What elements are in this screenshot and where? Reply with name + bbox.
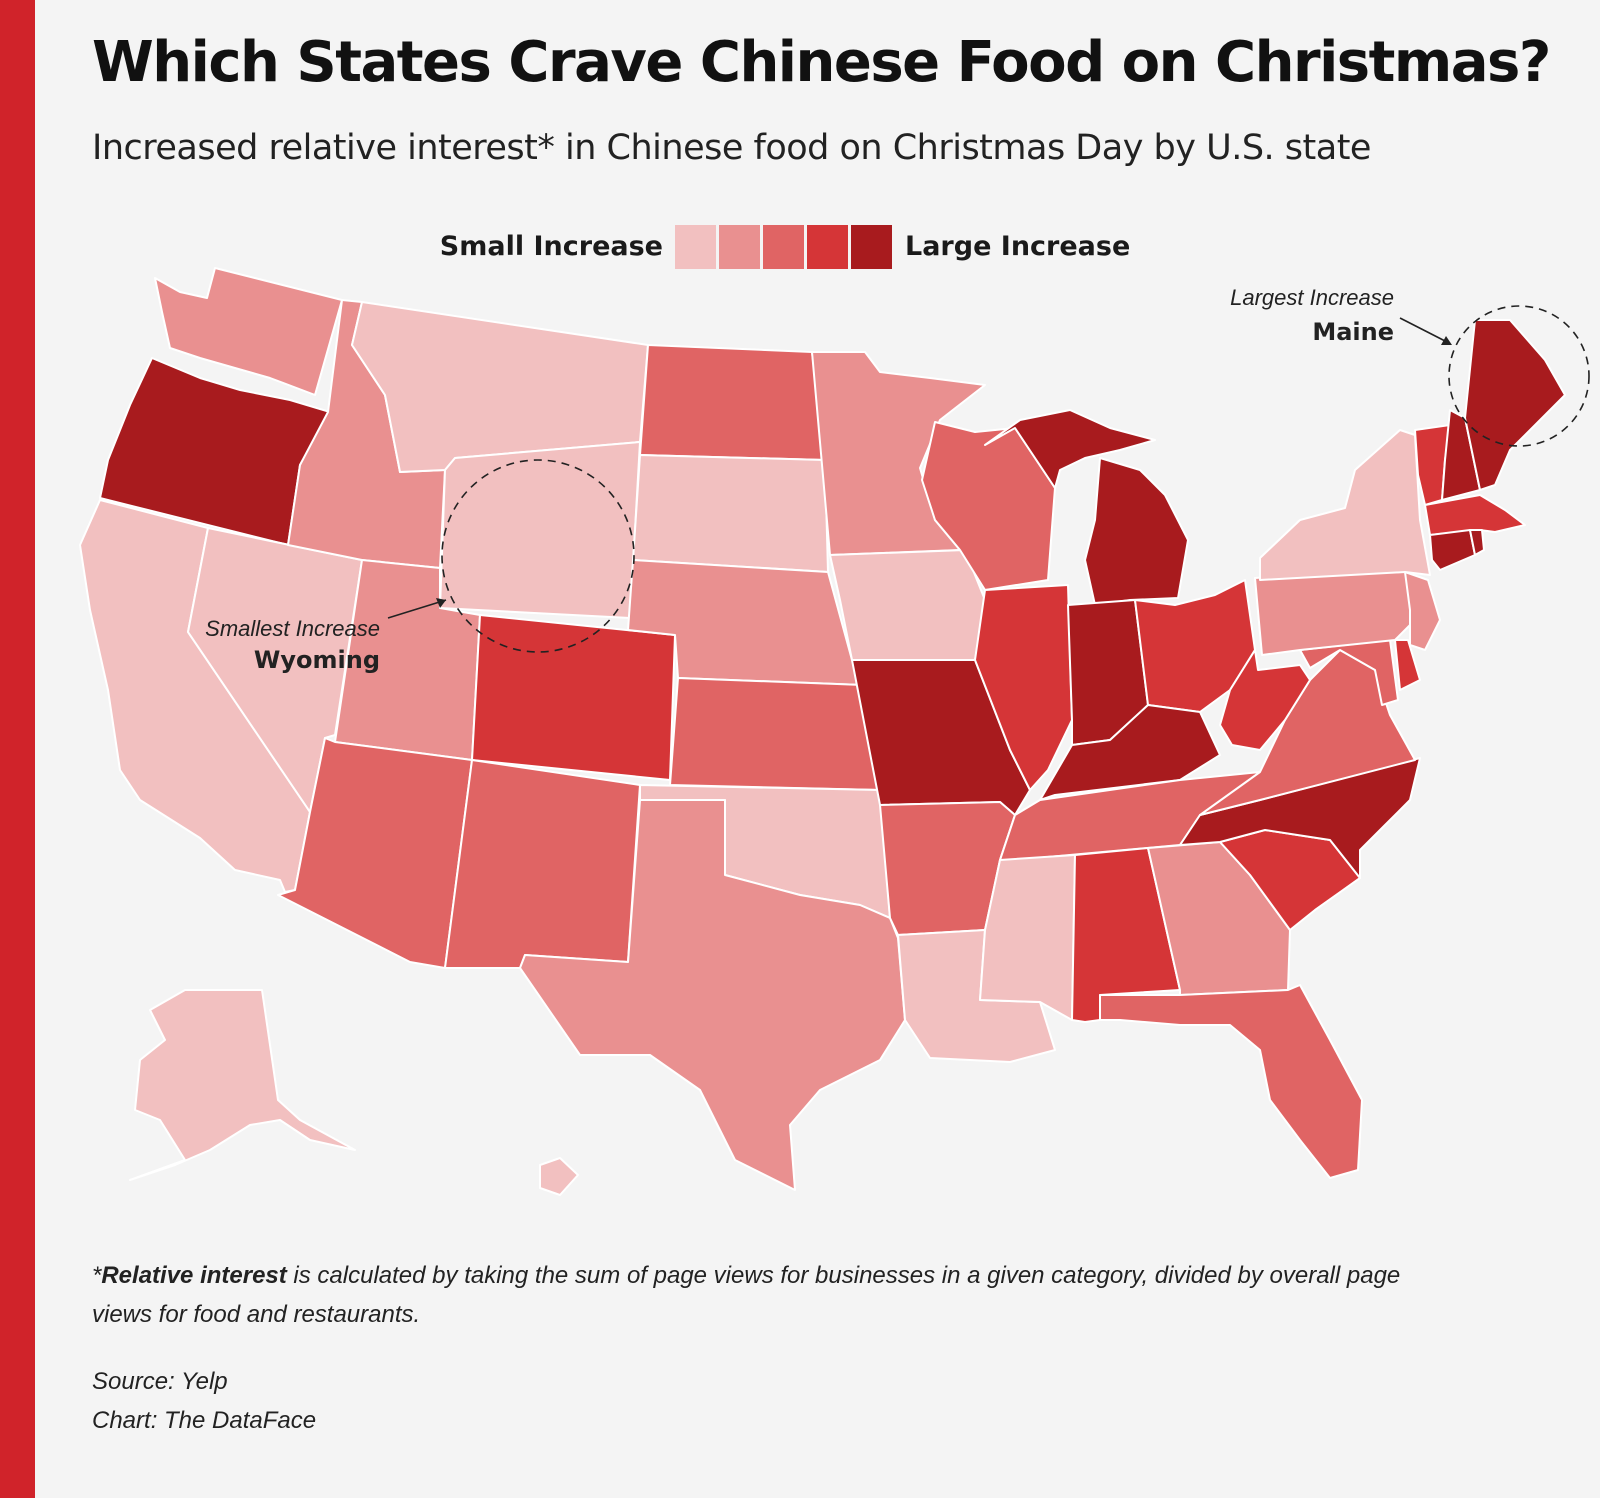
state-michigan-upper[interactable] (984, 409, 1156, 489)
state-florida[interactable] (1099, 984, 1363, 1179)
state-kansas[interactable] (669, 677, 881, 791)
state-washington[interactable] (154, 267, 343, 396)
state-wyoming[interactable] (439, 441, 641, 619)
state-alaska[interactable] (129, 989, 356, 1181)
largest-caption: Largest Increase (1230, 285, 1394, 310)
accent-bar (0, 0, 35, 1498)
largest-callout: Largest Increase Maine (1230, 285, 1590, 447)
footnote-asterisk: * (92, 1262, 102, 1289)
smallest-state: Wyoming (254, 646, 380, 674)
state-west-virginia[interactable] (1219, 649, 1311, 751)
state-north-dakota[interactable] (639, 344, 826, 461)
legend-high-label: Large Increase (905, 231, 1131, 262)
state-iowa[interactable] (829, 549, 986, 661)
color-legend: Small Increase Large Increase (0, 225, 1600, 275)
state-connecticut[interactable] (1429, 529, 1476, 571)
source-line: Source: Yelp (92, 1368, 228, 1395)
smallest-callout: Smallest Increase Wyoming (205, 459, 635, 674)
legend-swatch-5 (851, 225, 892, 269)
state-wisconsin[interactable] (921, 421, 1056, 591)
smallest-caption: Smallest Increase (205, 616, 380, 641)
page-title: Which States Crave Chinese Food on Chris… (92, 30, 1551, 95)
state-new-mexico[interactable] (444, 759, 641, 969)
state-michigan-lower[interactable] (1084, 457, 1189, 606)
state-south-dakota[interactable] (632, 454, 829, 573)
footnote: *Relative interest is calculated by taki… (92, 1256, 1452, 1334)
state-colorado[interactable] (471, 614, 676, 781)
legend-swatch-3 (763, 225, 804, 269)
state-texas[interactable] (519, 799, 906, 1191)
footnote-text: is calculated by taking the sum of page … (92, 1262, 1401, 1328)
state-new-york[interactable] (1259, 429, 1431, 581)
state-maryland[interactable] (1299, 639, 1399, 706)
legend-swatch-4 (807, 225, 848, 269)
credit-line: Chart: The DataFace (92, 1407, 317, 1434)
state-maine[interactable] (1464, 319, 1566, 491)
largest-state: Maine (1312, 318, 1394, 346)
legend-swatch-2 (719, 225, 760, 269)
footnote-term: Relative interest (101, 1262, 287, 1289)
legend-low-label: Small Increase (439, 231, 663, 262)
page-subtitle: Increased relative interest* in Chinese … (92, 128, 1371, 168)
state-delaware[interactable] (1394, 639, 1421, 691)
state-new-jersey[interactable] (1404, 571, 1441, 651)
state-rhode-island[interactable] (1469, 529, 1485, 556)
state-hawaii[interactable] (539, 1157, 579, 1196)
legend-swatch-1 (675, 225, 716, 269)
